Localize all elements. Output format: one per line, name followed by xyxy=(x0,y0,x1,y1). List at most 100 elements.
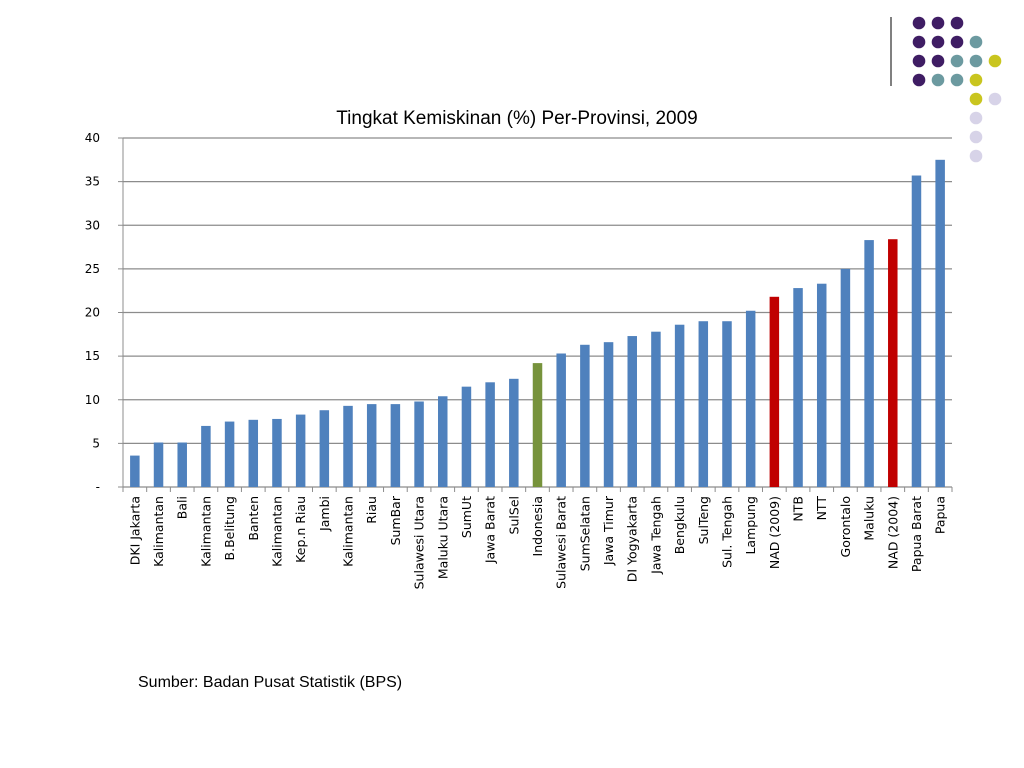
bar xyxy=(319,410,330,487)
y-tick-label: 40 xyxy=(85,131,100,145)
decor-dot xyxy=(969,73,983,87)
bar xyxy=(769,296,780,487)
x-tick-label: Kep.n Riau xyxy=(293,496,308,563)
x-tick-label: Maluku Utara xyxy=(435,496,450,579)
bar xyxy=(532,363,543,487)
x-tick-label: NAD (2009) xyxy=(767,496,782,569)
decor-dot xyxy=(969,130,983,144)
bar xyxy=(414,401,424,487)
bar xyxy=(438,396,448,487)
bar xyxy=(248,419,259,487)
x-tick-label: SumSelatan xyxy=(577,496,592,571)
x-tick-label: Bengkulu xyxy=(672,496,687,554)
x-tick-label: Jawa Tengah xyxy=(648,496,663,575)
decor-dot xyxy=(969,111,983,125)
bar xyxy=(911,175,922,487)
bar xyxy=(935,159,945,487)
bar xyxy=(698,321,709,487)
bar xyxy=(556,353,566,487)
bar xyxy=(224,421,235,487)
decor-dot xyxy=(931,54,945,68)
bar xyxy=(793,288,803,487)
x-tick-label: Sulawesi Utara xyxy=(412,496,427,589)
bar xyxy=(272,418,282,487)
x-tick-label: Jawa Timur xyxy=(601,495,616,566)
bar xyxy=(343,405,353,487)
source-note: Sumber: Badan Pusat Statistik (BPS) xyxy=(138,674,403,691)
decor-dot xyxy=(912,35,926,49)
x-tick-label: Kalimantan xyxy=(198,496,213,567)
y-tick-label: 5 xyxy=(92,436,100,450)
decor-dot xyxy=(950,73,964,87)
x-tick-label: DI Yogyakarta xyxy=(625,496,640,582)
y-tick-label: 20 xyxy=(85,306,100,320)
bar xyxy=(366,404,377,487)
decor-dot xyxy=(950,16,964,30)
x-tick-label: Kalimantan xyxy=(269,496,284,567)
bar xyxy=(153,442,164,487)
bars xyxy=(130,159,945,487)
bar xyxy=(390,404,401,487)
x-tick-label: Banten xyxy=(246,496,261,541)
decor-dot xyxy=(912,16,926,30)
bar xyxy=(201,425,211,487)
decor-dot xyxy=(969,149,983,163)
bar xyxy=(461,386,472,487)
bar xyxy=(840,268,851,487)
bar xyxy=(888,239,898,487)
x-tick-label: Riau xyxy=(364,496,379,524)
x-tick-label: DKI Jakarta xyxy=(127,496,142,565)
decor-dot xyxy=(931,73,945,87)
bar xyxy=(627,336,637,487)
x-tick-label: NTB xyxy=(791,496,806,522)
y-tick-label: 35 xyxy=(85,175,100,189)
x-tick-label: B.Belitung xyxy=(222,496,237,560)
bar xyxy=(485,382,495,487)
x-tick-label: Kalimantan xyxy=(151,496,166,567)
x-tick-label: SulSel xyxy=(506,496,521,534)
bar xyxy=(580,344,590,487)
y-tick-label: - xyxy=(96,480,100,494)
bar xyxy=(745,310,756,487)
y-tick-label: 30 xyxy=(85,218,100,232)
x-tick-label: NTT xyxy=(814,496,829,521)
x-tick-label: SulTeng xyxy=(696,496,711,544)
bar xyxy=(603,342,614,487)
decor-dot-pattern xyxy=(890,16,1002,163)
decor-dot xyxy=(950,35,964,49)
decor-dot xyxy=(969,92,983,106)
decor-dot xyxy=(912,54,926,68)
x-tick-label: Indonesia xyxy=(530,496,545,556)
bar xyxy=(674,324,685,487)
decor-dot xyxy=(912,73,926,87)
decor-dot xyxy=(950,54,964,68)
x-tick-label: Bali xyxy=(175,496,190,519)
x-tick-label: Jambi xyxy=(317,496,332,532)
bar xyxy=(130,455,140,487)
x-tick-label: Lampung xyxy=(743,496,758,555)
x-tick-label: Papua Barat xyxy=(909,496,924,572)
x-tick-label: Papua xyxy=(933,496,948,534)
decor-dot xyxy=(931,16,945,30)
gridlines xyxy=(123,137,952,444)
y-tick-label: 10 xyxy=(85,393,100,407)
chart-title: Tingkat Kemiskinan (%) Per-Provinsi, 200… xyxy=(336,108,698,129)
x-tick-label: Jawa Barat xyxy=(483,496,498,564)
decor-dot xyxy=(969,35,983,49)
decor-dot xyxy=(969,54,983,68)
bar xyxy=(295,414,306,487)
x-tick-label: SumUt xyxy=(459,496,474,538)
decor-dot xyxy=(988,92,1002,106)
x-tick-label: Gorontalo xyxy=(838,496,853,557)
x-tick-label: Kalimantan xyxy=(341,496,356,567)
decor-dot xyxy=(931,35,945,49)
bar xyxy=(177,442,187,487)
y-tick-label: 15 xyxy=(85,349,100,363)
bar xyxy=(864,240,874,487)
x-tick-label: Sulawesi Barat xyxy=(554,496,569,589)
y-tick-label: 25 xyxy=(85,262,100,276)
x-tick-label: NAD (2004) xyxy=(885,496,900,569)
bar xyxy=(651,331,661,487)
bar xyxy=(509,378,519,487)
